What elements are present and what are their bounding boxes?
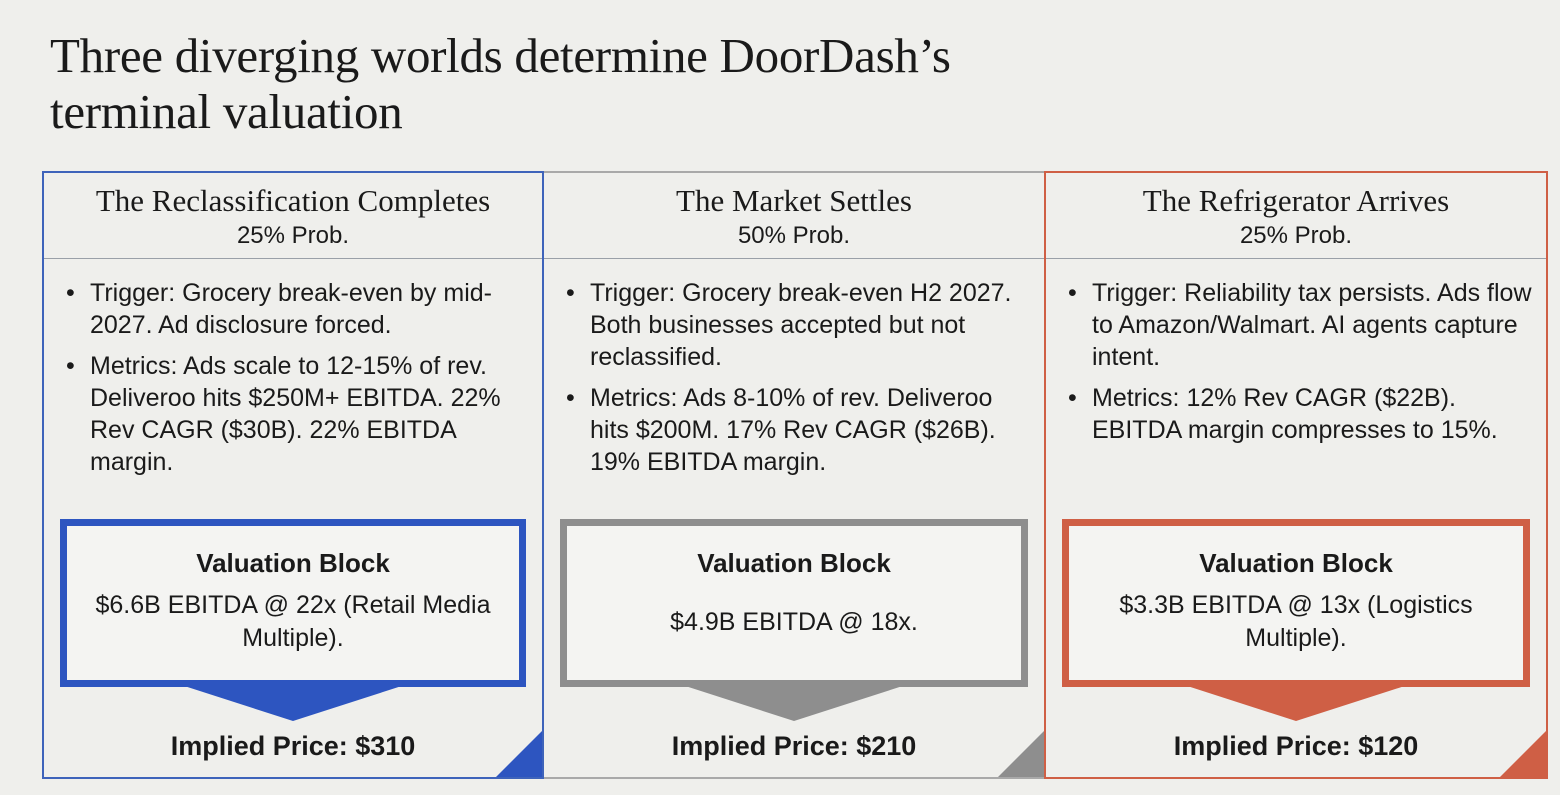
scenario-header: The Reclassification Completes 25% Prob.: [44, 173, 542, 259]
metrics-bullet: Metrics: Ads scale to 12-15% of rev. Del…: [66, 350, 542, 478]
page-title-line-2: terminal valuation: [50, 84, 403, 139]
scenario-card-market-settles: The Market Settles 50% Prob. Trigger: Gr…: [544, 171, 1044, 779]
scenario-probability: 25% Prob.: [236, 222, 350, 249]
metrics-text: Ads scale to 12-15% of rev. Deliveroo hi…: [90, 352, 501, 476]
metrics-text: Ads 8-10% of rev. Deliveroo hits $200M. …: [590, 384, 996, 476]
valuation-text: $4.9B EBITDA @ 18x.: [670, 607, 918, 636]
valuation-title: Valuation Block: [196, 548, 390, 578]
down-arrow-icon: [175, 683, 411, 721]
scenario-bullets: Trigger: Grocery break-even by mid-2027.…: [44, 259, 542, 478]
scenario-bullets: Trigger: Reliability tax persists. Ads f…: [1046, 259, 1546, 446]
scenario-title: The Market Settles: [676, 183, 912, 218]
metrics-label: Metrics:: [90, 352, 178, 380]
trigger-text: Grocery break-even H2 2027. Both busines…: [590, 279, 1012, 371]
implied-price: Implied Price: $310: [170, 731, 416, 761]
corner-triangle-icon: [496, 731, 542, 777]
implied-price: Implied Price: $210: [671, 731, 917, 761]
trigger-bullet: Trigger: Grocery break-even H2 2027. Bot…: [566, 277, 1044, 373]
page-title-line-1: Three diverging worlds determine DoorDas…: [50, 28, 951, 83]
valuation-title: Valuation Block: [1199, 548, 1393, 578]
metrics-bullet: Metrics: 12% Rev CAGR ($22B). EBITDA mar…: [1068, 382, 1546, 446]
valuation-block: Valuation Block $6.6B EBITDA @ 22x (Reta…: [60, 519, 526, 687]
trigger-label: Trigger:: [590, 279, 676, 307]
valuation-text: $6.6B EBITDA @ 22x (Retail Media Multipl…: [95, 591, 491, 652]
down-arrow-icon: [1178, 683, 1414, 721]
scenario-card-reclassification: The Reclassification Completes 25% Prob.…: [42, 171, 544, 779]
metrics-label: Metrics:: [590, 384, 678, 412]
trigger-text: Reliability tax persists. Ads flow to Am…: [1092, 279, 1532, 371]
scenario-probability: 50% Prob.: [737, 222, 851, 249]
corner-triangle-icon: [998, 731, 1044, 777]
scenario-columns: The Reclassification Completes 25% Prob.…: [42, 171, 1548, 779]
scenario-probability: 25% Prob.: [1239, 222, 1353, 249]
scenario-card-refrigerator: The Refrigerator Arrives 25% Prob. Trigg…: [1044, 171, 1548, 779]
page-title: Three diverging worlds determine DoorDas…: [50, 28, 1250, 140]
trigger-label: Trigger:: [90, 279, 176, 307]
metrics-text: 12% Rev CAGR ($22B). EBITDA margin compr…: [1092, 384, 1498, 444]
valuation-block: Valuation Block $4.9B EBITDA @ 18x.: [560, 519, 1028, 687]
metrics-bullet: Metrics: Ads 8-10% of rev. Deliveroo hit…: [566, 382, 1044, 478]
trigger-bullet: Trigger: Grocery break-even by mid-2027.…: [66, 277, 542, 341]
corner-triangle-icon: [1500, 731, 1546, 777]
scenario-header: The Market Settles 50% Prob.: [544, 173, 1044, 259]
scenario-header: The Refrigerator Arrives 25% Prob.: [1046, 173, 1546, 259]
trigger-bullet: Trigger: Reliability tax persists. Ads f…: [1068, 277, 1546, 373]
implied-price: Implied Price: $120: [1173, 731, 1419, 761]
down-arrow-icon: [676, 683, 912, 721]
metrics-label: Metrics:: [1092, 384, 1180, 412]
valuation-title: Valuation Block: [697, 548, 891, 578]
scenario-title: The Reclassification Completes: [95, 183, 491, 218]
scenario-bullets: Trigger: Grocery break-even H2 2027. Bot…: [544, 259, 1044, 478]
scenario-title: The Refrigerator Arrives: [1142, 183, 1450, 218]
trigger-label: Trigger:: [1092, 279, 1178, 307]
valuation-text: $3.3B EBITDA @ 13x (Logistics Multiple).: [1119, 591, 1473, 652]
trigger-text: Grocery break-even by mid-2027. Ad discl…: [90, 279, 492, 339]
valuation-block: Valuation Block $3.3B EBITDA @ 13x (Logi…: [1062, 519, 1530, 687]
